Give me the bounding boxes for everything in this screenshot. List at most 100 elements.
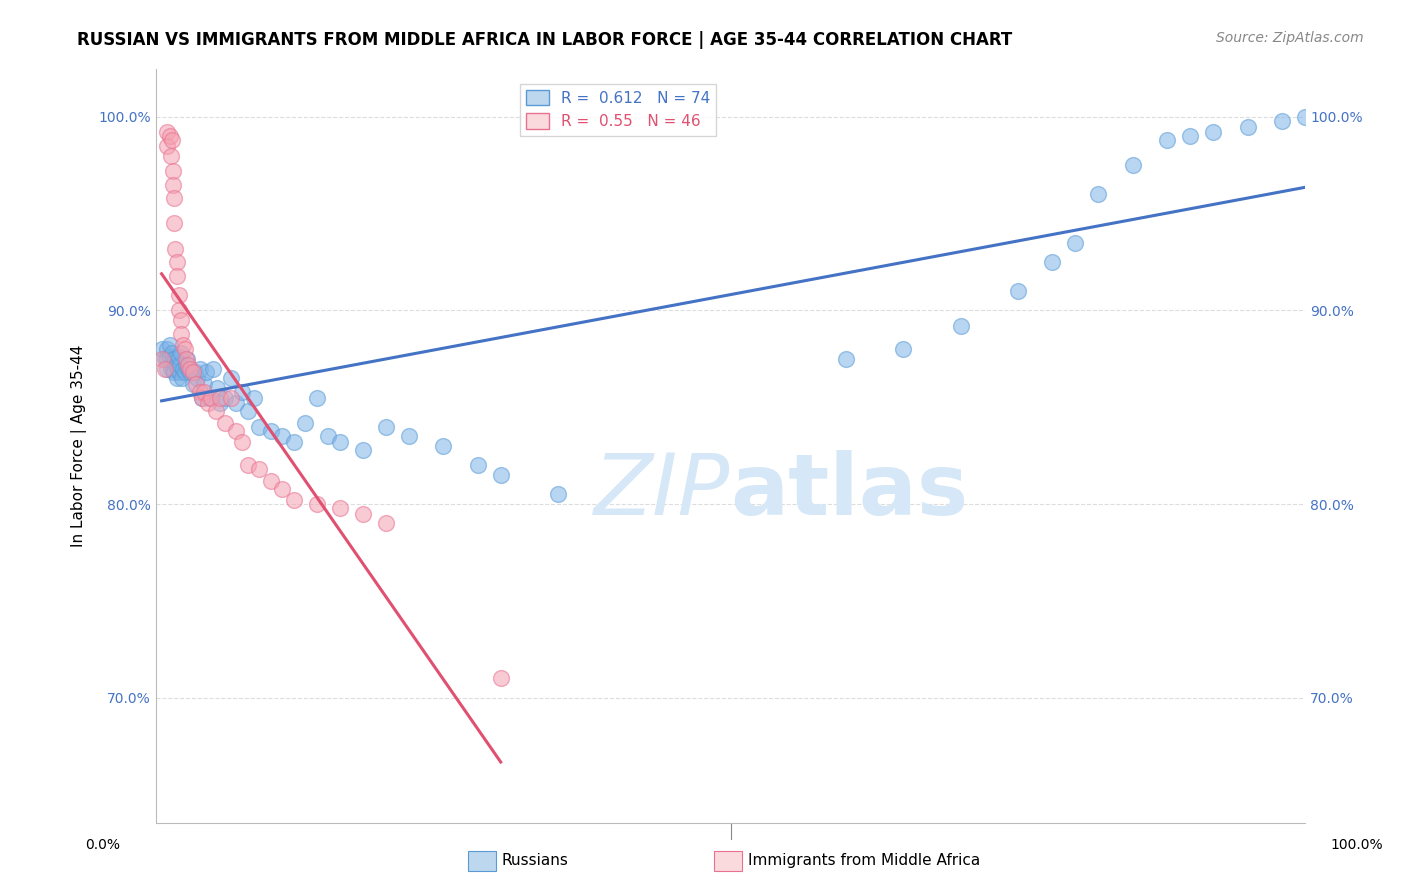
Point — [547, 487, 569, 501]
Point — [1007, 284, 1029, 298]
Point — [247, 462, 270, 476]
Point — [294, 416, 316, 430]
Point — [204, 404, 226, 418]
Point — [225, 396, 247, 410]
Point — [247, 419, 270, 434]
Point — [398, 429, 420, 443]
Point — [167, 303, 190, 318]
Point — [197, 396, 219, 410]
Point — [1271, 113, 1294, 128]
Point — [181, 377, 204, 392]
Text: Immigrants from Middle Africa: Immigrants from Middle Africa — [748, 854, 980, 868]
Point — [159, 338, 181, 352]
Point — [156, 361, 179, 376]
Point — [173, 366, 195, 380]
Point — [191, 391, 214, 405]
Point — [176, 351, 198, 366]
Point — [352, 507, 374, 521]
Point — [1180, 129, 1202, 144]
Point — [225, 424, 247, 438]
Point — [165, 351, 187, 366]
Point — [172, 338, 194, 352]
Point — [162, 361, 184, 376]
Point — [283, 435, 305, 450]
Point — [271, 429, 294, 443]
Point — [153, 351, 176, 366]
Point — [231, 384, 253, 399]
Point — [163, 356, 186, 370]
Point — [160, 133, 183, 147]
Point — [172, 371, 194, 385]
Text: ZIP: ZIP — [595, 450, 731, 533]
Text: Source: ZipAtlas.com: Source: ZipAtlas.com — [1216, 31, 1364, 45]
Point — [162, 178, 184, 192]
Point — [165, 242, 187, 256]
Point — [160, 346, 183, 360]
Point — [167, 288, 190, 302]
Point — [167, 366, 190, 380]
Point — [236, 458, 259, 473]
Point — [181, 366, 204, 380]
Point — [167, 350, 190, 364]
Point — [177, 361, 200, 376]
Point — [159, 148, 181, 162]
Point — [191, 391, 214, 405]
Point — [150, 342, 173, 356]
Point — [1237, 120, 1260, 134]
Point — [159, 350, 181, 364]
Point — [329, 435, 352, 450]
Point — [316, 429, 339, 443]
Point — [242, 391, 264, 405]
Point — [374, 516, 396, 531]
Point — [156, 342, 179, 356]
Point — [489, 671, 512, 685]
Point — [949, 318, 972, 333]
Point — [219, 391, 242, 405]
Point — [163, 366, 186, 380]
Point — [200, 391, 222, 405]
Text: Russians: Russians — [502, 854, 569, 868]
Point — [374, 419, 396, 434]
Point — [1156, 133, 1178, 147]
Point — [305, 497, 328, 511]
Point — [260, 474, 283, 488]
Point — [184, 377, 207, 392]
Point — [150, 351, 173, 366]
Point — [209, 396, 232, 410]
Point — [156, 139, 179, 153]
Point — [1064, 235, 1087, 250]
Point — [205, 381, 228, 395]
Point — [159, 129, 181, 144]
Point — [283, 493, 305, 508]
Point — [188, 361, 211, 376]
Point — [1087, 187, 1109, 202]
Point — [179, 361, 201, 376]
Point — [179, 366, 201, 380]
Point — [163, 191, 186, 205]
Point — [193, 384, 215, 399]
Point — [153, 361, 176, 376]
Point — [177, 358, 200, 372]
Point — [1042, 255, 1064, 269]
Point — [1202, 125, 1225, 139]
Point — [174, 358, 197, 372]
Point — [891, 342, 914, 356]
Point — [184, 366, 207, 380]
Point — [432, 439, 454, 453]
Point — [166, 255, 188, 269]
Point — [305, 391, 328, 405]
Point — [159, 361, 181, 376]
Point — [214, 391, 236, 405]
Point — [156, 351, 179, 366]
Point — [166, 358, 188, 372]
Point — [166, 268, 188, 283]
Point — [166, 371, 188, 385]
Point — [172, 361, 194, 376]
Point — [260, 424, 283, 438]
Point — [209, 391, 232, 405]
Point — [156, 125, 179, 139]
Text: 0.0%: 0.0% — [86, 838, 120, 852]
Point — [170, 346, 193, 360]
Point — [214, 416, 236, 430]
Point — [271, 482, 294, 496]
